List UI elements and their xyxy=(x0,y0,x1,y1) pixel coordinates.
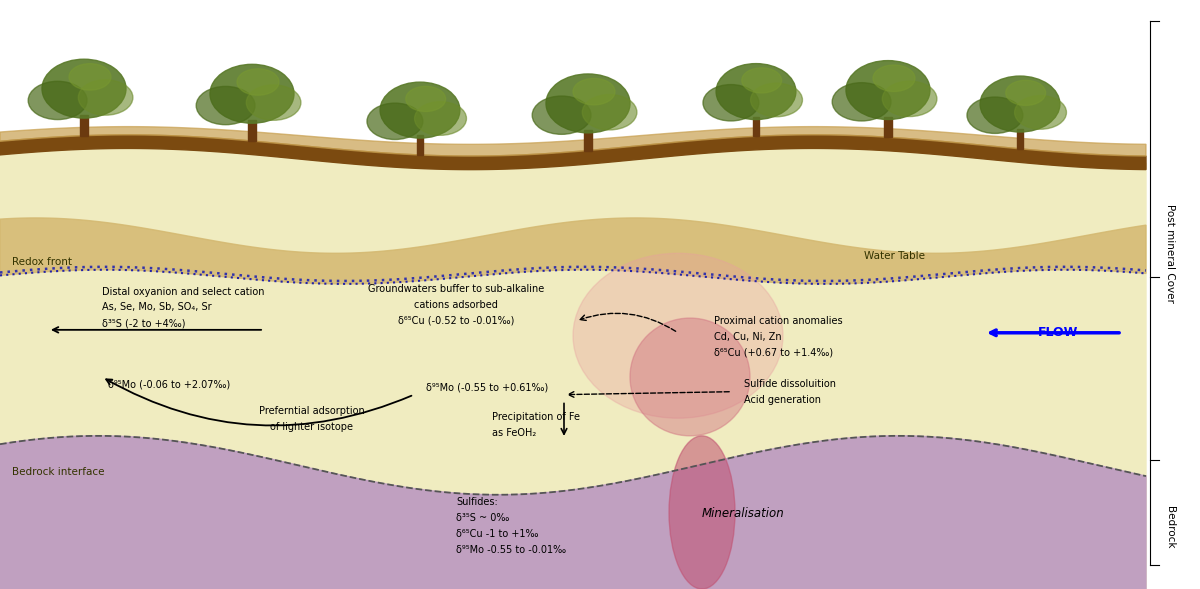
Polygon shape xyxy=(0,218,1146,284)
Ellipse shape xyxy=(42,59,126,118)
Ellipse shape xyxy=(78,80,133,115)
Ellipse shape xyxy=(70,64,112,90)
Ellipse shape xyxy=(532,96,590,134)
Text: Acid generation: Acid generation xyxy=(744,395,821,405)
Text: Sulfides:: Sulfides: xyxy=(456,497,498,507)
Ellipse shape xyxy=(367,103,422,140)
Ellipse shape xyxy=(414,102,467,135)
Text: δ⁹⁵Mo (-0.55 to +0.61‰): δ⁹⁵Mo (-0.55 to +0.61‰) xyxy=(426,383,548,392)
Ellipse shape xyxy=(742,68,781,93)
Ellipse shape xyxy=(967,97,1022,134)
Ellipse shape xyxy=(882,81,937,117)
Text: of lighter isotope: of lighter isotope xyxy=(270,422,354,432)
Text: Sulfide dissoluition: Sulfide dissoluition xyxy=(744,379,836,389)
Bar xyxy=(884,117,892,137)
Ellipse shape xyxy=(833,82,890,121)
Text: δ⁶⁵Cu -1 to +1‰: δ⁶⁵Cu -1 to +1‰ xyxy=(456,529,539,538)
Text: FLOW: FLOW xyxy=(1038,326,1079,339)
Text: Post mineral Cover: Post mineral Cover xyxy=(1165,204,1175,303)
Text: δ³⁵S (-2 to +4‰): δ³⁵S (-2 to +4‰) xyxy=(102,319,186,328)
Polygon shape xyxy=(0,135,1146,170)
Text: Mineralisation: Mineralisation xyxy=(702,507,785,520)
Text: Precipitation of Fe: Precipitation of Fe xyxy=(492,412,580,422)
Ellipse shape xyxy=(574,78,616,105)
Text: Proximal cation anomalies: Proximal cation anomalies xyxy=(714,316,842,326)
Text: δ⁹⁵Mo -0.55 to -0.01‰: δ⁹⁵Mo -0.55 to -0.01‰ xyxy=(456,545,566,554)
Bar xyxy=(752,117,760,136)
Bar xyxy=(584,130,592,151)
Ellipse shape xyxy=(380,82,460,138)
Text: δ⁶⁵Cu (-0.52 to -0.01‰): δ⁶⁵Cu (-0.52 to -0.01‰) xyxy=(398,316,514,325)
Ellipse shape xyxy=(246,85,301,120)
Text: Bedrock interface: Bedrock interface xyxy=(12,468,104,477)
Ellipse shape xyxy=(546,74,630,133)
Text: Preferntial adsorption: Preferntial adsorption xyxy=(259,406,365,416)
Text: As, Se, Mo, Sb, SO₄, Sr: As, Se, Mo, Sb, SO₄, Sr xyxy=(102,303,211,312)
Ellipse shape xyxy=(703,85,758,121)
Ellipse shape xyxy=(572,253,784,418)
Polygon shape xyxy=(0,137,1146,589)
Ellipse shape xyxy=(670,436,734,589)
Ellipse shape xyxy=(750,83,803,117)
Ellipse shape xyxy=(980,76,1060,132)
Polygon shape xyxy=(0,127,1146,156)
Ellipse shape xyxy=(846,61,930,120)
Ellipse shape xyxy=(716,64,796,120)
Bar xyxy=(80,115,88,136)
Text: Distal oxyanion and select cation: Distal oxyanion and select cation xyxy=(102,287,264,296)
Text: Bedrock: Bedrock xyxy=(1165,506,1175,548)
Bar xyxy=(416,135,424,155)
Text: δ⁶⁵Cu (+0.67 to +1.4‰): δ⁶⁵Cu (+0.67 to +1.4‰) xyxy=(714,348,833,358)
Text: as FeOH₂: as FeOH₂ xyxy=(492,428,536,438)
Ellipse shape xyxy=(238,69,278,95)
Text: cations adsorbed: cations adsorbed xyxy=(414,300,498,309)
Ellipse shape xyxy=(29,81,88,120)
Text: δ⁹⁵Mo (-0.06 to +2.07‰): δ⁹⁵Mo (-0.06 to +2.07‰) xyxy=(108,379,230,389)
Ellipse shape xyxy=(1014,95,1067,129)
Ellipse shape xyxy=(630,318,750,436)
Bar xyxy=(1016,129,1024,149)
Text: Groundwaters buffer to sub-alkaline: Groundwaters buffer to sub-alkaline xyxy=(368,284,544,293)
Text: Water Table: Water Table xyxy=(864,252,925,261)
Ellipse shape xyxy=(197,87,256,125)
Ellipse shape xyxy=(1006,80,1045,105)
Text: Cd, Cu, Ni, Zn: Cd, Cu, Ni, Zn xyxy=(714,332,781,342)
Ellipse shape xyxy=(406,87,445,111)
Polygon shape xyxy=(0,436,1146,589)
Ellipse shape xyxy=(874,65,916,91)
Bar xyxy=(248,120,256,141)
Text: Redox front: Redox front xyxy=(12,257,72,267)
Ellipse shape xyxy=(210,64,294,123)
Text: δ³⁵S ~ 0‰: δ³⁵S ~ 0‰ xyxy=(456,513,509,522)
Ellipse shape xyxy=(582,95,637,130)
